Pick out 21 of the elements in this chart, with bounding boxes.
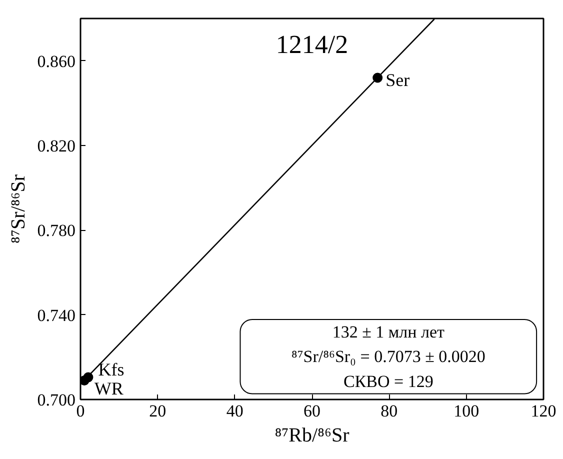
annotation: 132 ± 1 млн лет bbox=[332, 322, 446, 342]
x-tick-label: 120 bbox=[530, 402, 556, 420]
annotation: ⁸⁷Sr/⁸⁶Sr₀ = 0.7073 ± 0.0020 bbox=[291, 347, 486, 366]
x-tick-label: 100 bbox=[454, 402, 480, 420]
text: 1214/2 bbox=[276, 30, 348, 59]
y-tick-label: 0.860 bbox=[37, 52, 76, 71]
y-tick-label: 0.820 bbox=[37, 136, 76, 156]
x-tick-label: 0 bbox=[76, 402, 85, 420]
annotation: WR bbox=[94, 378, 124, 398]
x-tick-label: 80 bbox=[380, 402, 398, 420]
annotation: Kfs bbox=[98, 359, 124, 380]
y-axis-title: ⁸⁷Sr/⁸⁶Sr bbox=[7, 174, 30, 244]
x-axis-title: ⁸⁷Rb/⁸⁶Sr bbox=[274, 424, 350, 446]
annotation: СКВО = 129 bbox=[343, 372, 434, 391]
x-tick-label: 40 bbox=[226, 402, 244, 420]
y-tick-label: 0.740 bbox=[37, 306, 76, 325]
annotation: Ser bbox=[386, 70, 410, 90]
x-tick-label: 20 bbox=[149, 402, 166, 420]
x-tick-label: 60 bbox=[304, 402, 320, 420]
y-tick-label: 0.780 bbox=[37, 221, 76, 240]
y-tick-label: 0.700 bbox=[37, 390, 76, 410]
